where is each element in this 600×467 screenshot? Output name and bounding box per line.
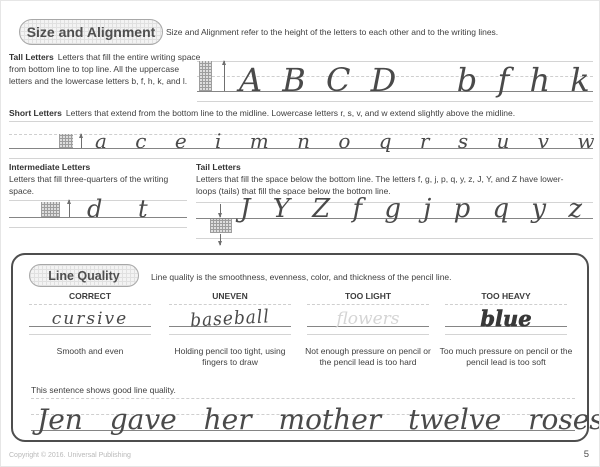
intermediate-letters-body: Letters that fill three-quarters of the … [9, 174, 169, 196]
short-letters-body: Letters that extend from the bottom line… [65, 108, 516, 118]
guide-line [9, 121, 593, 122]
guide-line [197, 61, 593, 62]
base-line [307, 326, 429, 327]
column-label: UNEVEN [212, 291, 248, 301]
mini-writing-line: cursive [29, 304, 151, 338]
tail-letters-heading: Tail Letters [196, 162, 241, 172]
column-description: Too much pressure on pencil or the penci… [439, 346, 573, 367]
tail-letters-writing-line: J Y Z f g j p q y z [196, 194, 593, 250]
guide-line [29, 334, 151, 335]
guide-line [9, 227, 187, 228]
column-label: TOO LIGHT [344, 291, 392, 301]
guide-line [169, 304, 291, 305]
short-letters-writing-line: a c e i m n o q r s u v w x [9, 121, 594, 161]
guide-line [196, 202, 593, 203]
guide-line [9, 200, 187, 201]
copyright-text: Copyright © 2016. Universal Publishing [9, 452, 131, 459]
guide-line [307, 304, 429, 305]
guide-line [29, 304, 151, 305]
practice-sentence: Jen gave her mother twelve roses. [37, 403, 600, 436]
line-quality-column-too-light: TOO LIGHT flowers Not enough pressure on… [301, 291, 435, 431]
height-block-icon [199, 61, 212, 91]
tail-letters-example: J Y Z f g j p q y z [240, 194, 583, 224]
example-word-correct: cursive [51, 309, 129, 329]
short-letters-heading: Short Letters [9, 108, 62, 118]
line-quality-panel: Line Quality Line quality is the smoothn… [11, 253, 599, 442]
page-number: 5 [583, 449, 589, 460]
sentence-writing-line: Jen gave her mother twelve roses. [31, 396, 599, 438]
intermediate-letters-heading: Intermediate Letters [9, 162, 91, 172]
guide-line [169, 334, 291, 335]
guide-line [307, 334, 429, 335]
base-line [169, 326, 291, 327]
down-arrow-icon [218, 234, 222, 246]
guide-line [197, 76, 593, 77]
line-quality-badge-label: Line Quality [48, 268, 120, 283]
intermediate-letters-writing-line: d t [9, 195, 187, 234]
size-alignment-badge-label: Size and Alignment [26, 24, 156, 40]
base-line [197, 91, 593, 92]
height-block-icon [59, 134, 73, 148]
column-description: Not enough pressure on pencil or the pen… [305, 346, 431, 367]
base-line [445, 326, 567, 327]
tall-letters-example: A B C D b f h k l [239, 61, 600, 99]
intermediate-letters-description: Intermediate Letters Letters that fill th… [9, 161, 184, 197]
good-line-quality-label: This sentence shows good line quality. [31, 385, 176, 395]
guide-line [197, 101, 593, 102]
guide-line [31, 414, 575, 415]
guide-line [31, 398, 575, 399]
tall-letters-heading: Tall Letters [9, 52, 54, 62]
guide-line [9, 134, 593, 135]
tall-letters-writing-line: A B C D b f h k l [197, 55, 593, 105]
short-letters-description: Short Letters Letters that extend from th… [9, 107, 597, 119]
height-block-icon [210, 219, 232, 233]
up-arrow-icon [79, 133, 83, 148]
short-letters-example: a c e i m n o q r s u v w x [95, 129, 600, 153]
size-alignment-intro: Size and Alignment refer to the height o… [166, 27, 499, 37]
column-description: Smooth and even [56, 346, 124, 356]
base-line [29, 326, 151, 327]
line-quality-intro: Line quality is the smoothness, evenness… [151, 272, 452, 282]
intermediate-letters-example: d t [87, 195, 148, 223]
base-line [9, 217, 187, 218]
guide-line [445, 334, 567, 335]
guide-line [196, 238, 593, 239]
up-arrow-icon [67, 199, 71, 217]
column-label: TOO HEAVY [481, 291, 531, 301]
tail-letters-body: Letters that fill the space below the bo… [196, 174, 564, 196]
line-quality-badge: Line Quality [29, 264, 139, 287]
line-quality-column-uneven: UNEVEN baseball Holding pencil too tight… [163, 291, 297, 431]
mini-writing-line: flowers [307, 304, 429, 338]
size-alignment-badge: Size and Alignment [19, 19, 163, 45]
example-word-too-heavy: blue [480, 306, 532, 331]
example-word-too-light: flowers [336, 309, 400, 329]
base-line [31, 430, 575, 431]
tail-letters-description: Tail Letters Letters that fill the space … [196, 161, 581, 197]
guide-line [9, 158, 593, 159]
tall-letters-body: Letters that fill the entire writing spa… [9, 52, 201, 86]
example-word-uneven: baseball [189, 306, 271, 332]
down-arrow-icon [218, 204, 222, 218]
line-quality-column-too-heavy: TOO HEAVY blue Too much pressure on penc… [439, 291, 573, 431]
column-label: CORRECT [68, 291, 112, 301]
tall-letters-description: Tall Letters Letters that fill the entire… [9, 51, 202, 87]
mini-writing-line: baseball [169, 304, 291, 338]
guide-line [445, 304, 567, 305]
column-description: Holding pencil too tight, using fingers … [174, 346, 286, 367]
base-line [196, 218, 593, 219]
base-line [9, 148, 593, 149]
up-arrow-icon [222, 60, 226, 91]
mini-writing-line: blue [445, 304, 567, 338]
line-quality-column-correct: CORRECT cursive Smooth and even [23, 291, 157, 431]
height-block-icon [41, 202, 60, 217]
